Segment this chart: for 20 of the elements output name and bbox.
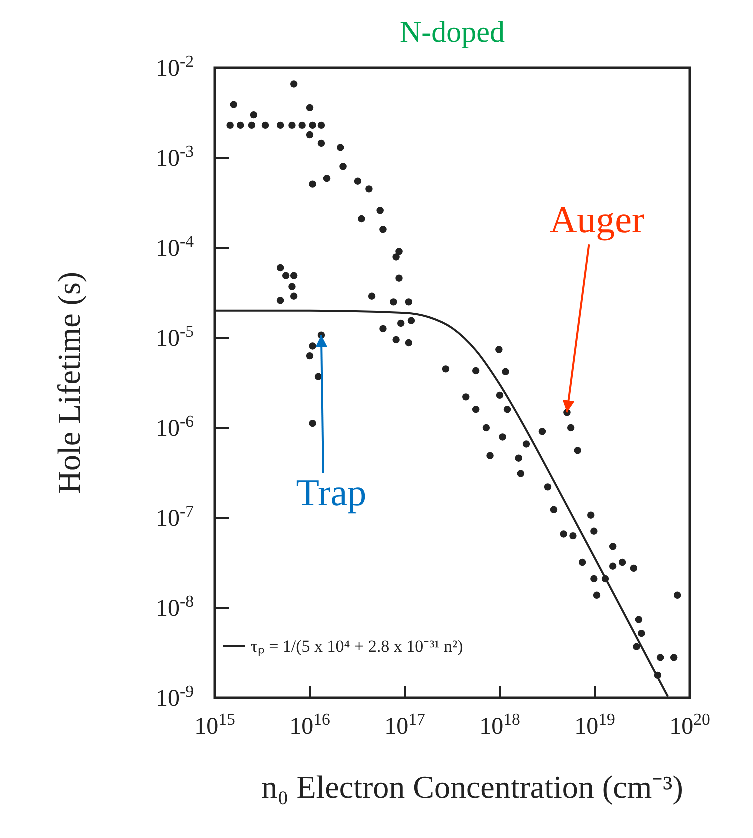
- chart-title: N-doped: [400, 16, 505, 49]
- annotation: Trap: [296, 472, 367, 514]
- y-tick-label: 10$^{-4}$: [156, 232, 195, 262]
- y-tick-label: 10$^{-7}$: [156, 502, 194, 532]
- x-tick-label: 10$^{19}$: [574, 710, 616, 740]
- x-axis-title: n₀ Electron Concentration (cm⁻³): [262, 769, 684, 805]
- y-tick-label: 10$^{-5}$: [156, 322, 194, 352]
- annotation: Auger: [550, 200, 646, 242]
- y-tick-label: 10$^{-6}$: [156, 412, 194, 442]
- x-tick-label: 10$^{20}$: [670, 710, 710, 740]
- y-axis-title: Hole Lifetime (s): [51, 272, 87, 494]
- x-tick-label: 10$^{15}$: [194, 710, 236, 740]
- y-tick-label: 10$^{-2}$: [156, 52, 194, 82]
- y-tick-label: 10$^{-8}$: [156, 592, 194, 622]
- y-tick-label: 10$^{-3}$: [156, 142, 194, 172]
- x-tick-label: 10$^{17}$: [384, 710, 426, 740]
- x-tick-label: 10$^{18}$: [480, 710, 520, 740]
- legend-label: τₚ = 1/(5 x 10⁴ + 2.8 x 10⁻³¹ n²): [251, 637, 464, 657]
- x-tick-label: 10$^{16}$: [290, 710, 330, 740]
- y-tick-label: 10$^{-9}$: [156, 682, 194, 712]
